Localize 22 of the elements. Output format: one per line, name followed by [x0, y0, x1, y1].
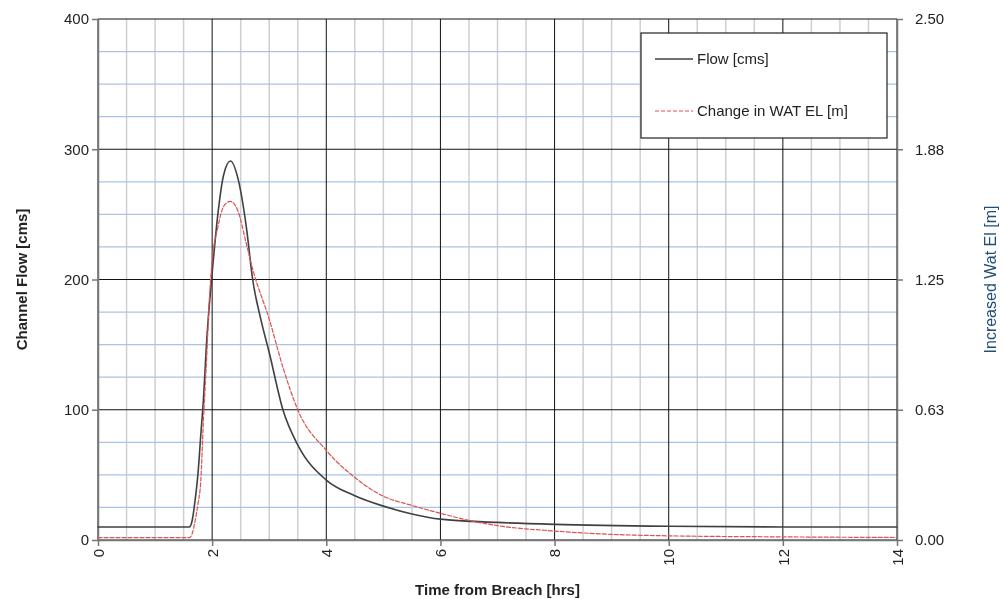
x-tick-label: 6 — [432, 549, 450, 558]
x-tick-label: 0 — [89, 549, 107, 558]
x-tick-label: 8 — [546, 549, 564, 558]
y2-tick-label: 1.25 — [915, 270, 945, 288]
x-tick-label: 2 — [203, 549, 221, 558]
y-axis-title: Channel Flow [cms] — [13, 208, 30, 351]
y2-axis-title: Increased Wat El [m] — [982, 205, 999, 354]
legend-label: Change in WAT EL [m] — [697, 102, 848, 120]
x-axis-title: Time from Breach [hrs] — [415, 581, 580, 598]
y-tick-label: 300 — [63, 140, 89, 158]
y2-tick-label: 2.50 — [915, 10, 945, 28]
x-tick-label: 14 — [888, 549, 906, 566]
y2-tick-label: 1.88 — [915, 140, 945, 158]
legend-label: Flow [cms] — [697, 50, 769, 68]
x-tick-label: 10 — [660, 549, 678, 566]
y-tick-label: 400 — [63, 10, 89, 28]
y-tick-label: 100 — [63, 401, 89, 419]
y-tick-label: 200 — [63, 270, 89, 288]
y2-tick-label: 0.00 — [915, 531, 945, 549]
x-tick-label: 4 — [318, 549, 336, 558]
y2-tick-label: 0.63 — [915, 401, 945, 419]
x-tick-label: 12 — [774, 549, 792, 566]
